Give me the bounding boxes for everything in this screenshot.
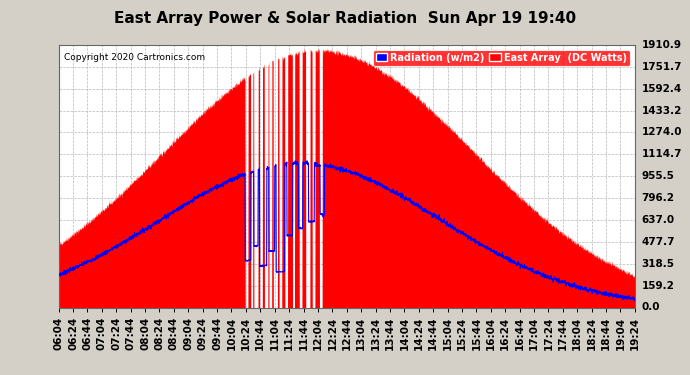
Legend: Radiation (w/m2), East Array  (DC Watts): Radiation (w/m2), East Array (DC Watts): [373, 50, 630, 66]
Text: 955.5: 955.5: [642, 171, 675, 181]
Text: 1592.4: 1592.4: [642, 84, 682, 94]
Text: 1910.9: 1910.9: [642, 40, 682, 50]
Text: 796.2: 796.2: [642, 193, 675, 203]
Text: 637.0: 637.0: [642, 215, 675, 225]
Text: 477.7: 477.7: [642, 237, 676, 247]
Text: Copyright 2020 Cartronics.com: Copyright 2020 Cartronics.com: [64, 53, 206, 62]
Text: 318.5: 318.5: [642, 259, 675, 269]
Text: East Array Power & Solar Radiation  Sun Apr 19 19:40: East Array Power & Solar Radiation Sun A…: [114, 11, 576, 26]
Text: 1274.0: 1274.0: [642, 128, 682, 138]
Text: 1114.7: 1114.7: [642, 149, 682, 159]
Text: 0.0: 0.0: [642, 303, 660, 312]
Text: 1751.7: 1751.7: [642, 62, 682, 72]
Text: 159.2: 159.2: [642, 280, 675, 291]
Text: 1433.2: 1433.2: [642, 106, 682, 116]
